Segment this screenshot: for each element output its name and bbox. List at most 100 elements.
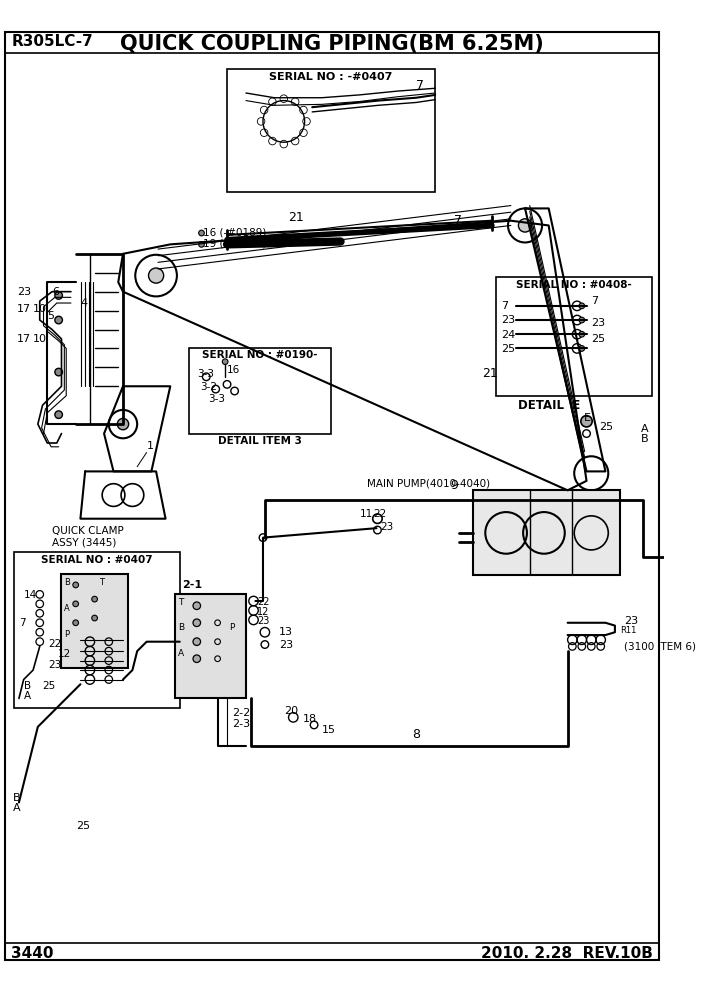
Text: 3440: 3440 — [11, 946, 54, 961]
Text: 23: 23 — [258, 616, 270, 626]
Bar — [190, 348, 331, 434]
Text: 3-2: 3-2 — [201, 382, 218, 392]
Text: 7: 7 — [19, 618, 25, 628]
Text: 19 (-#0189): 19 (-#0189) — [204, 239, 267, 249]
Text: 10: 10 — [33, 304, 47, 313]
Text: 25: 25 — [76, 821, 90, 831]
Circle shape — [92, 596, 98, 602]
Text: 17: 17 — [17, 304, 31, 313]
Circle shape — [581, 416, 592, 427]
Circle shape — [199, 230, 204, 236]
Text: A: A — [178, 649, 184, 659]
Text: 3-3: 3-3 — [197, 369, 214, 379]
Text: 5: 5 — [47, 310, 54, 320]
Text: 8: 8 — [412, 728, 420, 741]
Text: T: T — [178, 598, 183, 607]
Bar — [62, 573, 128, 669]
Circle shape — [579, 303, 585, 309]
Text: 14: 14 — [24, 589, 37, 599]
Text: E: E — [583, 413, 590, 423]
Text: P: P — [229, 623, 234, 632]
Text: 16: 16 — [227, 365, 240, 375]
Text: 21: 21 — [289, 211, 304, 224]
Text: SERIAL NO : #0408-: SERIAL NO : #0408- — [517, 281, 632, 291]
Circle shape — [223, 359, 228, 364]
Circle shape — [73, 620, 79, 626]
Text: R305LC-7: R305LC-7 — [11, 35, 93, 50]
Circle shape — [199, 241, 204, 247]
Text: R11: R11 — [620, 626, 636, 635]
Circle shape — [193, 638, 201, 646]
Bar — [14, 552, 180, 708]
Text: 10: 10 — [33, 334, 47, 344]
Text: 11: 11 — [359, 509, 373, 519]
Circle shape — [193, 655, 201, 663]
Text: 2-1: 2-1 — [182, 579, 201, 589]
Text: ASSY (3445): ASSY (3445) — [52, 538, 117, 548]
Text: 23: 23 — [17, 287, 31, 297]
Text: QUICK COUPLING PIPING(BM 6.25M): QUICK COUPLING PIPING(BM 6.25M) — [120, 35, 544, 55]
Text: 15: 15 — [322, 725, 336, 735]
Text: 22: 22 — [48, 639, 62, 649]
Text: 25: 25 — [591, 334, 605, 344]
Text: B: B — [24, 682, 31, 691]
Text: 25: 25 — [599, 423, 613, 433]
Text: 17: 17 — [17, 334, 31, 344]
Text: 16 (-#0189): 16 (-#0189) — [204, 227, 267, 237]
Text: 23: 23 — [624, 616, 639, 626]
Text: SERIAL NO : #0190-: SERIAL NO : #0190- — [202, 350, 318, 360]
Circle shape — [579, 331, 585, 337]
Text: QUICK CLAMP: QUICK CLAMP — [52, 527, 124, 537]
Text: DETAIL ITEM 3: DETAIL ITEM 3 — [218, 436, 302, 446]
Bar — [473, 490, 620, 575]
Circle shape — [579, 345, 585, 351]
Circle shape — [193, 602, 201, 609]
Text: 4: 4 — [81, 299, 88, 309]
Circle shape — [55, 368, 62, 376]
Text: T: T — [99, 578, 104, 587]
Circle shape — [193, 619, 201, 627]
Text: 3-3: 3-3 — [208, 394, 225, 404]
Text: 22: 22 — [373, 509, 387, 519]
Text: 7: 7 — [591, 297, 598, 307]
Circle shape — [55, 292, 62, 300]
Text: 9: 9 — [450, 479, 458, 492]
Text: SERIAL NO : #0407: SERIAL NO : #0407 — [41, 555, 152, 564]
Circle shape — [117, 419, 128, 430]
Circle shape — [55, 316, 62, 323]
Text: 6: 6 — [52, 287, 59, 297]
Text: 25: 25 — [501, 343, 515, 354]
Text: 7: 7 — [416, 78, 424, 92]
Text: 23: 23 — [591, 318, 605, 328]
Circle shape — [518, 219, 531, 232]
Text: DETAIL  E: DETAIL E — [517, 399, 580, 412]
Text: B: B — [640, 434, 648, 443]
Text: A: A — [640, 425, 648, 434]
Text: 7: 7 — [454, 214, 462, 227]
Text: 2-2: 2-2 — [232, 708, 250, 718]
Text: 23: 23 — [380, 523, 394, 533]
Text: P: P — [65, 630, 69, 639]
Text: 25: 25 — [43, 682, 56, 691]
Text: 13: 13 — [279, 628, 293, 638]
Text: 22: 22 — [258, 597, 270, 607]
Text: 7: 7 — [501, 302, 508, 311]
Bar — [496, 278, 651, 396]
Text: (3100 ITEM 6): (3100 ITEM 6) — [624, 642, 696, 652]
Text: 21: 21 — [482, 367, 498, 380]
Text: 1: 1 — [147, 440, 154, 450]
Text: SERIAL NO : -#0407: SERIAL NO : -#0407 — [270, 72, 393, 82]
Text: B: B — [13, 793, 21, 804]
Bar — [175, 594, 246, 698]
Text: 18: 18 — [303, 713, 317, 723]
Circle shape — [73, 601, 79, 607]
Bar — [227, 69, 435, 192]
Text: 23: 23 — [279, 640, 293, 650]
Circle shape — [92, 615, 98, 621]
Text: 23: 23 — [48, 660, 62, 670]
Text: 24: 24 — [501, 329, 516, 339]
Circle shape — [149, 268, 164, 283]
Text: 12: 12 — [258, 607, 270, 617]
Text: 2-3: 2-3 — [232, 719, 250, 729]
Text: A: A — [24, 690, 31, 701]
